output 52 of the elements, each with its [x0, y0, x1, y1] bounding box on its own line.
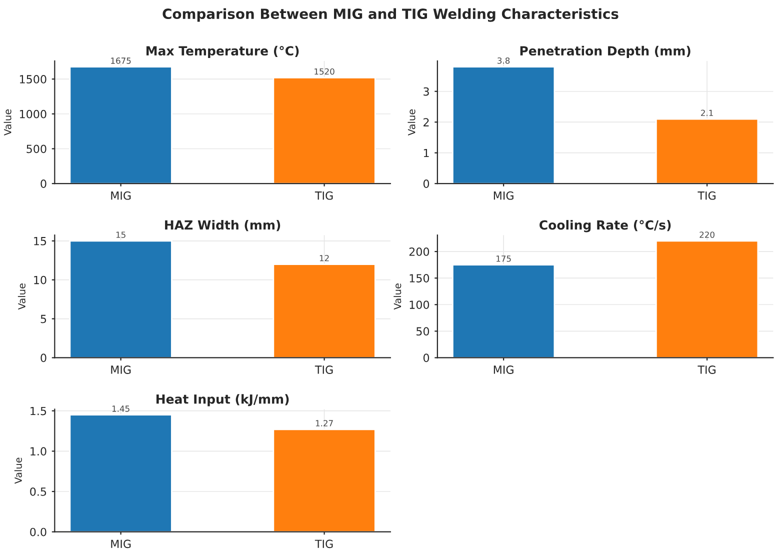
data-label: 12 [320, 254, 329, 262]
chart-title: Max Temperature (°C) [146, 46, 299, 58]
y-tick-label: 3 [424, 87, 429, 96]
chart-title: Heat Input (kJ/mm) [156, 394, 289, 406]
x-tick-label: TIG [698, 366, 716, 374]
y-axis-title: Value [4, 109, 12, 136]
y-tick-label: 0 [40, 180, 46, 188]
y-tick-label: 50 [416, 327, 430, 336]
y-tick-label: 0 [423, 180, 430, 188]
data-label: 1.27 [316, 420, 333, 426]
y-tick-label: 1000 [20, 110, 46, 118]
y-tick-label: 0.5 [30, 487, 46, 496]
y-tick-label: 1 [424, 148, 429, 158]
data-label: 1520 [314, 68, 334, 75]
x-tick-label: TIG [314, 540, 333, 548]
y-tick-label: 0 [423, 354, 430, 362]
y-tick-label: 2 [424, 118, 429, 126]
y-axis-title: Value [408, 109, 416, 136]
data-label: 15 [116, 232, 126, 238]
y-tick-label: 1500 [20, 75, 46, 84]
y-tick-label: 1.5 [30, 406, 46, 416]
y-axis-title: Value [394, 284, 402, 310]
data-label: 2.1 [701, 110, 713, 116]
x-tick-label: MIG [494, 366, 514, 374]
x-tick-label: TIG [314, 191, 333, 200]
y-tick-label: 5 [40, 314, 46, 324]
data-label: 1675 [111, 58, 131, 64]
y-tick-label: 150 [410, 274, 430, 282]
chart-title: Penetration Depth (mm) [520, 46, 690, 58]
y-tick-label: 500 [26, 144, 46, 154]
y-tick-label: 200 [409, 248, 430, 256]
x-tick-label: MIG [111, 540, 131, 548]
chart-title: Cooling Rate (°C/s) [540, 220, 671, 232]
data-label: 175 [496, 256, 511, 262]
data-label: 220 [700, 232, 714, 238]
data-label: 3.8 [498, 57, 510, 64]
x-tick-label: TIG [698, 191, 716, 200]
x-tick-label: MIG [111, 366, 131, 374]
y-tick-label: 1.0 [30, 447, 46, 456]
y-tick-label: 100 [410, 300, 430, 309]
x-tick-label: TIG [314, 366, 333, 374]
data-label: 1.45 [112, 406, 130, 412]
x-tick-label: MIG [111, 191, 131, 200]
y-tick-label: 10 [34, 276, 46, 284]
chart-title: HAZ Width (mm) [165, 220, 280, 232]
chart-subtitle: Comparison Between MIG and TIG Welding Characteristics [162, 8, 618, 22]
y-tick-label: 0.0 [30, 528, 46, 536]
y-axis-title: Value [18, 284, 26, 310]
x-tick-label: MIG [494, 191, 514, 200]
y-tick-label: 0 [40, 354, 46, 362]
y-axis-title: Value [14, 458, 22, 484]
y-tick-label: 15 [34, 237, 46, 246]
